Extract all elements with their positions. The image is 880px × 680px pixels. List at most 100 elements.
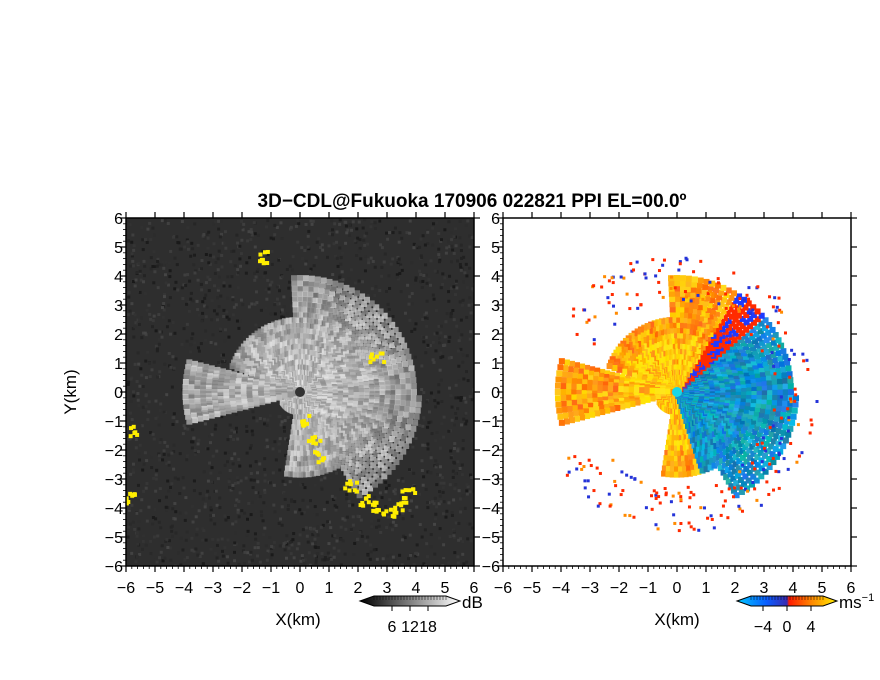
noise-pixel <box>135 555 139 559</box>
noise-pixel <box>464 400 468 404</box>
reflectivity-cell <box>384 433 391 440</box>
velocity-cell <box>573 415 580 422</box>
noise-pixel <box>267 290 271 294</box>
noise-pixel <box>263 422 267 426</box>
noise-pixel <box>236 510 240 514</box>
noise-pixel <box>146 350 150 354</box>
noise-pixel <box>249 513 253 517</box>
reflectivity-cell <box>304 322 311 329</box>
reflectivity-cell <box>328 306 335 313</box>
noise-pixel <box>164 495 168 499</box>
reflectivity-cell <box>308 317 315 324</box>
noise-pixel <box>420 459 424 463</box>
noise-pixel <box>448 535 452 539</box>
noise-pixel <box>217 227 221 231</box>
noise-pixel <box>157 454 161 458</box>
noise-pixel <box>295 547 299 551</box>
reflectivity-cell <box>319 282 326 289</box>
noise-pixel <box>464 223 468 227</box>
reflectivity-cell <box>377 469 384 476</box>
reflectivity-cell <box>405 383 412 390</box>
reflectivity-cell <box>297 455 303 462</box>
noise-pixel <box>135 380 139 384</box>
noise-pixel <box>413 355 417 359</box>
velocity-cell <box>722 449 729 456</box>
reflectivity-cell <box>373 345 380 352</box>
noise-pixel <box>447 290 451 294</box>
reflectivity-cell <box>355 330 362 337</box>
flagged-cell <box>347 488 352 493</box>
noise-pixel <box>377 524 381 528</box>
noise-pixel <box>144 333 148 337</box>
noise-pixel <box>236 481 240 485</box>
noise-pixel <box>422 562 426 566</box>
noise-pixel <box>432 297 436 301</box>
noise-pixel <box>438 527 442 531</box>
velocity-cell <box>720 469 727 476</box>
noise-pixel <box>285 534 289 538</box>
reflectivity-cell <box>329 324 336 331</box>
noise-pixel <box>378 288 382 292</box>
noise-pixel <box>431 243 435 247</box>
reflectivity-cell <box>373 473 380 480</box>
noise-pixel <box>370 287 374 291</box>
flagged-cell <box>407 488 412 493</box>
reflectivity-cell <box>189 403 196 410</box>
noise-pixel <box>136 483 140 487</box>
noise-pixel <box>191 520 195 524</box>
reflectivity-cell <box>366 326 373 333</box>
noise-pixel <box>400 538 404 542</box>
noise-pixel <box>281 310 285 314</box>
reflectivity-cell <box>293 450 300 457</box>
noise-pixel <box>263 488 267 492</box>
reflectivity-cell <box>368 440 375 447</box>
reflectivity-cell <box>332 280 339 287</box>
noise-pixel <box>309 219 313 223</box>
velocity-cell <box>594 410 601 417</box>
reflectivity-cell <box>366 312 373 319</box>
noise-pixel <box>200 288 204 292</box>
velocity-cell <box>601 389 608 395</box>
reflectivity-cell <box>345 328 352 335</box>
noise-pixel <box>141 539 145 543</box>
noise-pixel <box>192 489 196 493</box>
noise-pixel <box>185 556 189 560</box>
reflectivity-cell <box>358 392 365 399</box>
reflectivity-cell <box>297 471 303 478</box>
noise-pixel <box>146 418 150 422</box>
reflectivity-cell <box>333 326 340 333</box>
reflectivity-cell <box>355 461 362 468</box>
noise-pixel <box>461 353 465 357</box>
noise-pixel <box>126 313 130 317</box>
reflectivity-cell <box>322 310 329 317</box>
reflectivity-cell <box>320 315 327 322</box>
noise-pixel <box>144 394 148 398</box>
reflectivity-cell <box>385 360 392 367</box>
noise-pixel <box>139 408 143 412</box>
reflectivity-cell <box>348 317 355 324</box>
reflectivity-cell <box>394 399 401 406</box>
reflectivity-cell <box>372 405 379 412</box>
noise-pixel <box>282 542 286 546</box>
noise-pixel <box>201 311 205 315</box>
noise-pixel <box>278 437 282 441</box>
noise-pixel <box>426 447 430 451</box>
noise-pixel <box>169 249 173 253</box>
noise-pixel <box>157 452 161 456</box>
reflectivity-cell <box>342 451 349 458</box>
flagged-cell <box>366 500 371 505</box>
velocity-cell <box>678 466 685 473</box>
noise-pixel <box>304 526 308 530</box>
reflectivity-cell <box>269 327 276 334</box>
noise-pixel <box>151 516 155 520</box>
velocity-cell <box>695 468 702 475</box>
reflectivity-cell <box>358 361 365 368</box>
noise-pixel <box>454 383 458 387</box>
noise-pixel <box>242 222 246 226</box>
noise-pixel <box>432 324 436 328</box>
noise-pixel <box>439 286 443 290</box>
noise-pixel <box>313 531 317 535</box>
reflectivity-cell <box>324 461 331 468</box>
reflectivity-cell <box>223 389 230 395</box>
noise-pixel <box>204 502 208 506</box>
